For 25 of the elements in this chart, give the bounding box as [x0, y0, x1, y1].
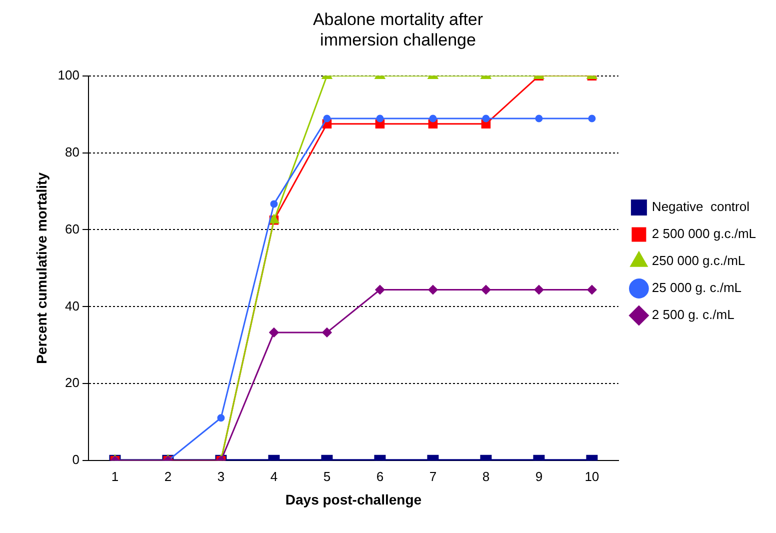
- text: immersion challenge: [320, 30, 476, 50]
- legend-label: 250 000 g.c./mL: [652, 253, 746, 268]
- x-tick-label: 9: [535, 468, 543, 484]
- legend-label: Negative control: [652, 199, 750, 214]
- text: Abalone mortality after: [312, 10, 484, 29]
- y-axis-title: Percent cumulative mortality: [33, 172, 50, 364]
- y-tick-label: 60: [65, 221, 80, 236]
- x-tick-label: 1: [111, 468, 119, 484]
- y-tick-label: 0: [72, 452, 80, 468]
- x-tick-label: 8: [482, 468, 490, 484]
- x-tick-label: 4: [270, 468, 278, 484]
- y-tick-label: 80: [65, 144, 80, 160]
- y-tick-label: 20: [65, 375, 80, 390]
- x-tick-label: 5: [323, 468, 331, 484]
- legend-label: 2 500 g. c./mL: [652, 307, 734, 322]
- x-axis-title: Days post-challenge: [285, 491, 422, 508]
- legend-label: 2 500 000 g.c./mL: [652, 226, 756, 242]
- y-tick-label: 100: [58, 67, 80, 82]
- x-tick-label: 3: [217, 468, 225, 484]
- y-tick-label: 40: [65, 298, 80, 314]
- x-tick-label: 6: [376, 468, 384, 484]
- legend-label: 25 000 g. c./mL: [652, 280, 742, 296]
- x-tick-label: 2: [164, 468, 172, 484]
- x-tick-label: 7: [429, 468, 437, 484]
- x-tick-label: 10: [584, 468, 600, 484]
